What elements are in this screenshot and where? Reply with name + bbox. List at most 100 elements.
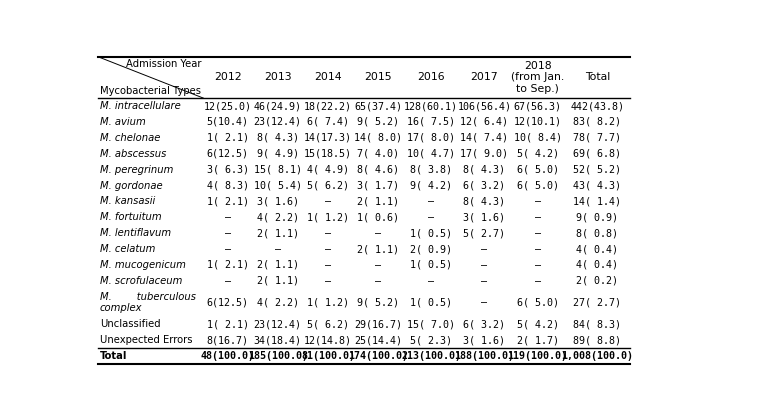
Text: –: –	[535, 260, 540, 270]
Text: 3( 1.6): 3( 1.6)	[463, 335, 505, 345]
Text: 14( 7.4): 14( 7.4)	[460, 133, 508, 143]
Text: 2015: 2015	[364, 72, 392, 83]
Text: 2014: 2014	[314, 72, 341, 83]
Text: 2016: 2016	[418, 72, 445, 83]
Text: 2( 1.1): 2( 1.1)	[357, 244, 399, 254]
Text: 27( 2.7): 27( 2.7)	[573, 298, 621, 308]
Text: 29(16.7): 29(16.7)	[354, 319, 402, 329]
Text: 1( 2.1): 1( 2.1)	[207, 197, 248, 206]
Text: 1( 0.5): 1( 0.5)	[410, 298, 453, 308]
Text: 7( 4.0): 7( 4.0)	[357, 149, 399, 159]
Text: M. celatum: M. celatum	[100, 244, 155, 254]
Text: –: –	[482, 276, 488, 286]
Text: 43( 4.3): 43( 4.3)	[573, 181, 621, 191]
Text: 16( 7.5): 16( 7.5)	[407, 117, 455, 127]
Text: –: –	[325, 276, 331, 286]
Text: M. scrofulaceum: M. scrofulaceum	[100, 276, 182, 286]
Text: –: –	[482, 244, 488, 254]
Text: 81(100.0): 81(100.0)	[301, 351, 355, 361]
Text: –: –	[375, 276, 381, 286]
Text: M. intracellulare: M. intracellulare	[100, 101, 181, 111]
Text: 4( 2.2): 4( 2.2)	[257, 298, 299, 308]
Text: 8( 0.8): 8( 0.8)	[576, 228, 618, 238]
Text: 15( 7.0): 15( 7.0)	[407, 319, 455, 329]
Text: 5( 2.7): 5( 2.7)	[463, 228, 505, 238]
Text: –: –	[325, 244, 331, 254]
Text: –: –	[375, 228, 381, 238]
Text: 6(12.5): 6(12.5)	[207, 149, 248, 159]
Text: 9( 4.9): 9( 4.9)	[257, 149, 299, 159]
Text: 9( 0.9): 9( 0.9)	[576, 212, 618, 222]
Text: –: –	[482, 298, 488, 308]
Text: 1( 2.1): 1( 2.1)	[207, 133, 248, 143]
Text: 1( 0.5): 1( 0.5)	[410, 228, 453, 238]
Text: 2( 1.7): 2( 1.7)	[517, 335, 559, 345]
Text: 67(56.3): 67(56.3)	[514, 101, 562, 111]
Text: –: –	[535, 212, 540, 222]
Text: 34(18.4): 34(18.4)	[254, 335, 302, 345]
Text: 2( 0.9): 2( 0.9)	[410, 244, 453, 254]
Text: 5( 2.3): 5( 2.3)	[410, 335, 453, 345]
Text: M. chelonae: M. chelonae	[100, 133, 160, 143]
Text: 4( 0.4): 4( 0.4)	[576, 260, 618, 270]
Text: 3( 6.3): 3( 6.3)	[207, 165, 248, 175]
Text: –: –	[375, 260, 381, 270]
Text: 5( 6.2): 5( 6.2)	[307, 181, 349, 191]
Text: 10( 8.4): 10( 8.4)	[514, 133, 562, 143]
Text: 185(100.0): 185(100.0)	[248, 351, 308, 361]
Text: 4( 4.9): 4( 4.9)	[307, 165, 349, 175]
Text: 52( 5.2): 52( 5.2)	[573, 165, 621, 175]
Text: 174(100.0): 174(100.0)	[348, 351, 408, 361]
Text: 6( 3.2): 6( 3.2)	[463, 319, 505, 329]
Text: 2017: 2017	[471, 72, 498, 83]
Text: 65(37.4): 65(37.4)	[354, 101, 402, 111]
Text: 8( 4.3): 8( 4.3)	[257, 133, 299, 143]
Text: 188(100.0): 188(100.0)	[454, 351, 514, 361]
Text: M. abscessus: M. abscessus	[100, 149, 166, 159]
Text: M. avium: M. avium	[100, 117, 146, 127]
Text: 2( 1.1): 2( 1.1)	[357, 197, 399, 206]
Text: 12(10.1): 12(10.1)	[514, 117, 562, 127]
Text: –: –	[428, 197, 434, 206]
Text: M. lentiflavum: M. lentiflavum	[100, 228, 171, 238]
Text: Unexpected Errors: Unexpected Errors	[100, 335, 193, 345]
Text: M. fortuitum: M. fortuitum	[100, 212, 162, 222]
Text: 6( 5.0): 6( 5.0)	[517, 298, 559, 308]
Text: –: –	[535, 228, 540, 238]
Text: 8( 3.8): 8( 3.8)	[410, 165, 453, 175]
Text: 5( 6.2): 5( 6.2)	[307, 319, 349, 329]
Text: –: –	[535, 244, 540, 254]
Text: 106(56.4): 106(56.4)	[457, 101, 511, 111]
Text: 9( 5.2): 9( 5.2)	[357, 298, 399, 308]
Text: 1( 1.2): 1( 1.2)	[307, 298, 349, 308]
Text: 14(17.3): 14(17.3)	[304, 133, 352, 143]
Text: 12(25.0): 12(25.0)	[203, 101, 251, 111]
Text: 9( 5.2): 9( 5.2)	[357, 117, 399, 127]
Text: 6( 5.0): 6( 5.0)	[517, 181, 559, 191]
Text: 2013: 2013	[264, 72, 292, 83]
Text: 3( 1.6): 3( 1.6)	[257, 197, 299, 206]
Text: Total: Total	[100, 351, 127, 361]
Text: 46(24.9): 46(24.9)	[254, 101, 302, 111]
Text: 14( 8.0): 14( 8.0)	[354, 133, 402, 143]
Text: 8( 4.3): 8( 4.3)	[463, 165, 505, 175]
Text: Admission Year: Admission Year	[126, 59, 201, 69]
Text: –: –	[428, 276, 434, 286]
Text: 12(14.8): 12(14.8)	[304, 335, 352, 345]
Text: –: –	[535, 276, 540, 286]
Text: 2( 1.1): 2( 1.1)	[257, 228, 299, 238]
Text: 6( 7.4): 6( 7.4)	[307, 117, 349, 127]
Text: 1( 2.1): 1( 2.1)	[207, 260, 248, 270]
Text: –: –	[325, 228, 331, 238]
Text: 5(10.4): 5(10.4)	[207, 117, 248, 127]
Text: 23(12.4): 23(12.4)	[254, 319, 302, 329]
Text: –: –	[482, 260, 488, 270]
Text: 6( 5.0): 6( 5.0)	[517, 165, 559, 175]
Text: 5( 4.2): 5( 4.2)	[517, 149, 559, 159]
Text: M. peregrinum: M. peregrinum	[100, 165, 173, 175]
Text: 17( 9.0): 17( 9.0)	[460, 149, 508, 159]
Text: 4( 2.2): 4( 2.2)	[257, 212, 299, 222]
Text: 8(16.7): 8(16.7)	[207, 335, 248, 345]
Text: M.        tuberculous
complex: M. tuberculous complex	[100, 292, 196, 313]
Text: 89( 8.8): 89( 8.8)	[573, 335, 621, 345]
